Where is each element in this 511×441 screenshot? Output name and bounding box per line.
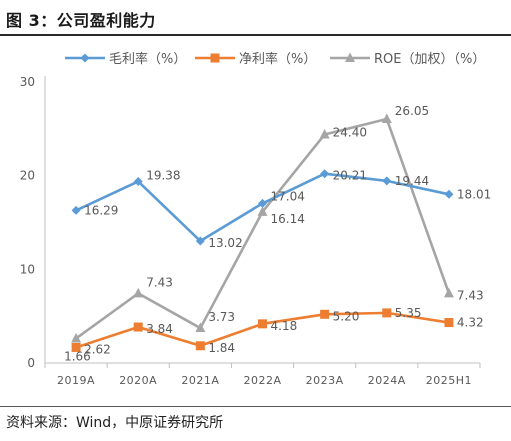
data-point-marker xyxy=(443,287,454,298)
data-point-marker xyxy=(257,206,268,216)
data-point-marker xyxy=(382,176,392,186)
legend-marker xyxy=(80,53,90,63)
x-tick-label: 2019A xyxy=(57,374,95,387)
y-tick-label: 30 xyxy=(20,75,35,89)
series-line-2 xyxy=(75,311,450,349)
data-point-marker xyxy=(195,322,206,333)
series-line-3 xyxy=(75,117,451,340)
data-point-marker xyxy=(195,341,205,351)
data-point-marker xyxy=(133,287,144,298)
data-label: 26.05 xyxy=(395,104,429,118)
data-point-marker xyxy=(258,319,267,329)
x-tick-label: 2020A xyxy=(119,374,157,387)
data-label: 20.21 xyxy=(333,169,367,183)
data-label: 3.73 xyxy=(208,310,235,324)
data-label: 5.20 xyxy=(333,309,360,323)
data-label: 1.66 xyxy=(64,349,91,363)
data-label: 1.84 xyxy=(208,341,235,355)
data-point-marker xyxy=(444,189,454,199)
data-label: 5.35 xyxy=(395,306,422,320)
data-label: 4.32 xyxy=(457,316,484,330)
x-tick-label: 2025H1 xyxy=(426,374,472,387)
data-label: 7.43 xyxy=(146,275,173,289)
data-point-marker xyxy=(320,309,330,319)
x-tick-label: 2023A xyxy=(306,374,344,387)
chart-area: 0 10 20 30 2019A 2020A 2021A 2022A 2023A 2024A 202… xyxy=(0,38,511,398)
x-tick-label: 2022A xyxy=(243,374,281,387)
legend-marker xyxy=(345,52,355,62)
data-label: 24.40 xyxy=(333,125,367,139)
y-tick-label: 10 xyxy=(20,262,35,276)
x-tick-label: 2021A xyxy=(181,374,219,387)
data-label: 19.38 xyxy=(146,168,180,182)
legend-label: 净利率（%） xyxy=(239,51,316,67)
data-point-marker xyxy=(195,236,205,246)
data-label: 16.14 xyxy=(271,212,305,226)
data-point-marker xyxy=(133,322,143,332)
x-tick-label: 2024A xyxy=(368,374,406,387)
figure-source: 资料来源：Wind，中原证券研究所 xyxy=(6,415,224,431)
data-point-marker xyxy=(71,205,81,215)
y-tick-label: 20 xyxy=(20,169,35,183)
data-point-marker xyxy=(381,113,392,123)
data-label: 19.44 xyxy=(395,174,429,188)
data-point-marker xyxy=(258,198,267,208)
title-divider xyxy=(0,34,511,36)
data-label: 17.04 xyxy=(271,189,305,203)
source-divider xyxy=(0,406,511,407)
legend-label: 毛利率（%） xyxy=(109,51,186,67)
data-label: 16.29 xyxy=(84,203,118,217)
data-label: 4.18 xyxy=(271,319,298,333)
data-label: 18.01 xyxy=(457,187,491,201)
data-label: 13.02 xyxy=(208,236,242,250)
data-point-marker xyxy=(444,318,454,328)
data-point-marker xyxy=(319,128,330,139)
y-tick-label: 0 xyxy=(27,356,35,370)
figure-header: 图 3：公司盈利能力 xyxy=(0,0,511,36)
legend-marker xyxy=(210,53,220,63)
figure-title: 图 3：公司盈利能力 xyxy=(6,11,156,30)
line-chart: 0 10 20 30 2019A 2020A 2021A 2022A 2023A 2024A 202… xyxy=(20,51,492,387)
data-point-marker xyxy=(71,332,82,343)
data-point-marker xyxy=(382,308,392,318)
data-point-marker xyxy=(133,176,143,186)
data-label: 2.62 xyxy=(84,342,111,356)
data-label: 7.43 xyxy=(457,288,484,302)
data-label: 3.84 xyxy=(146,322,173,336)
data-point-marker xyxy=(320,169,330,179)
data-point-marker xyxy=(71,342,81,352)
legend-label: ROE（加权）（%） xyxy=(374,51,485,67)
